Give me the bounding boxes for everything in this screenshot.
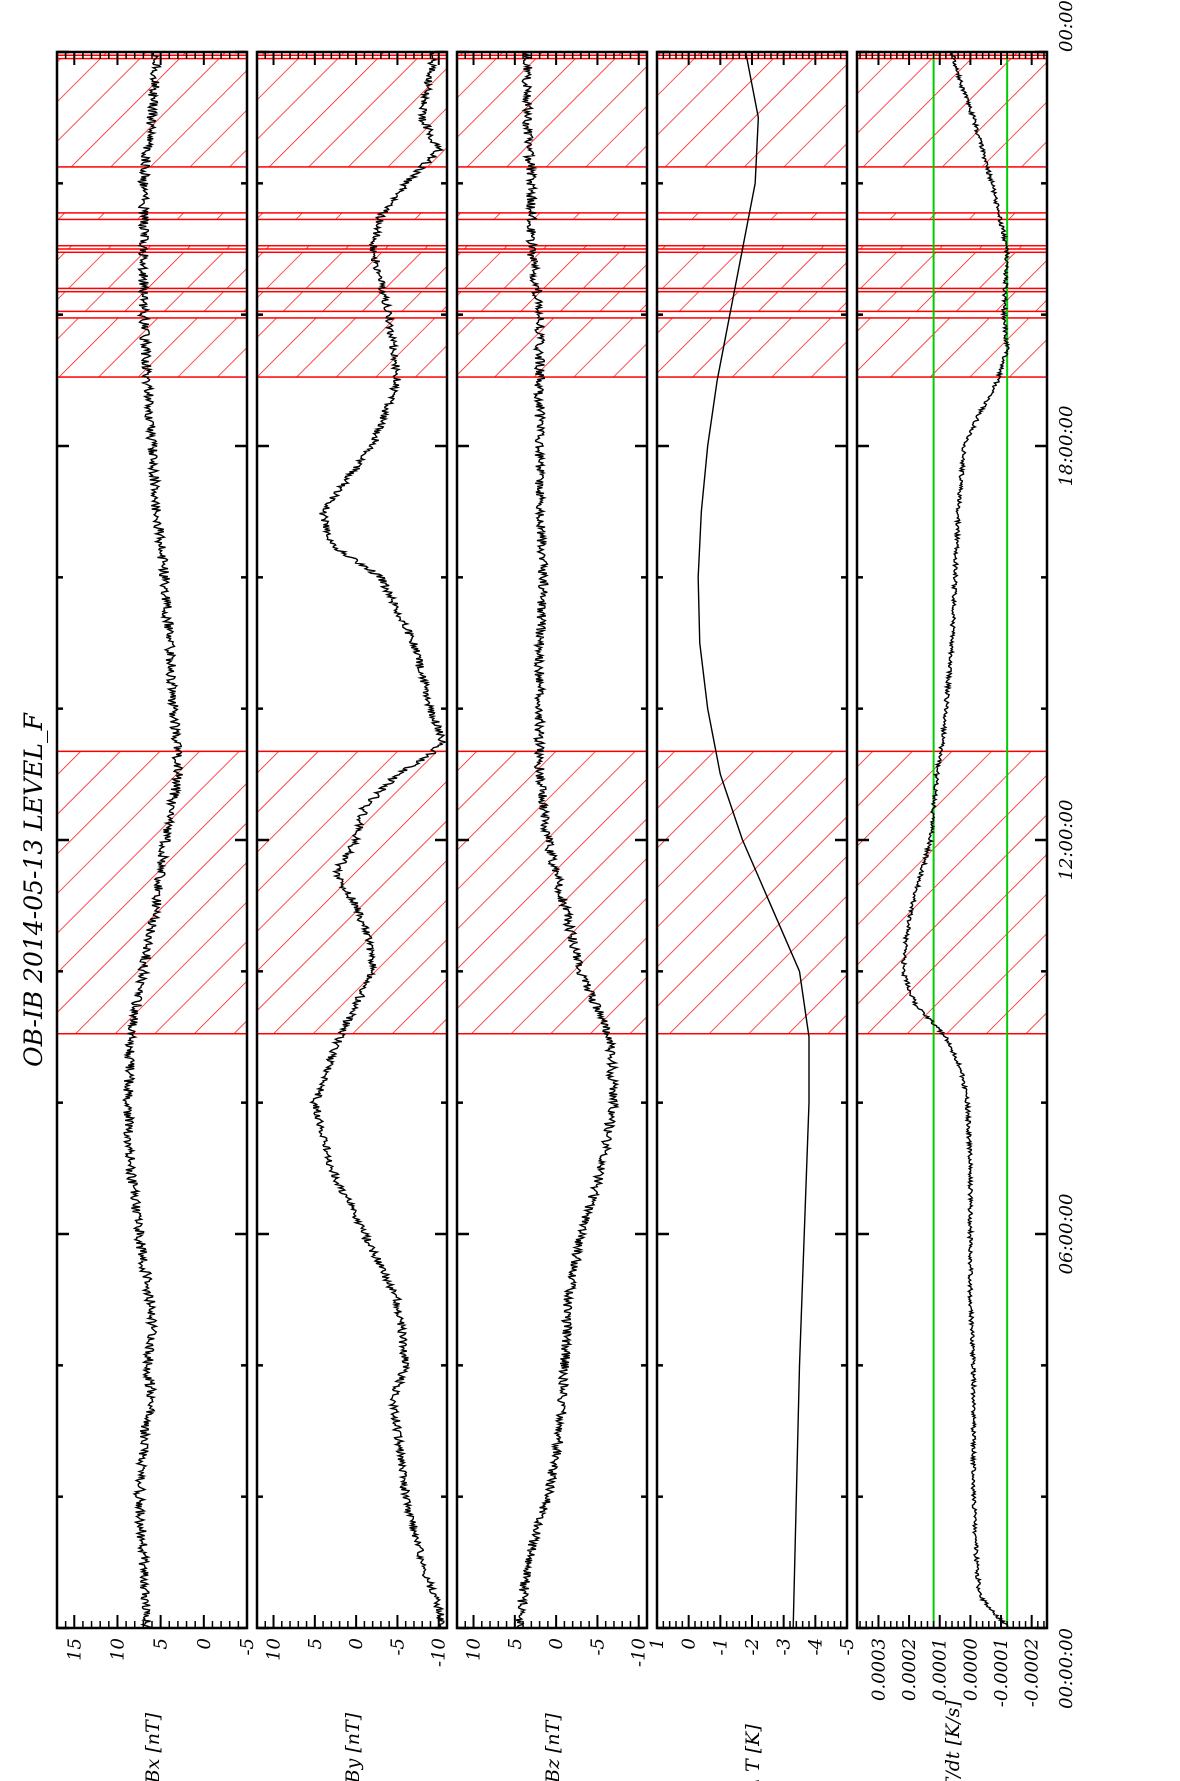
flagged-interval	[456, 290, 648, 313]
flagged-interval	[856, 251, 1048, 290]
series-line	[309, 51, 446, 1629]
flagged-interval	[256, 57, 448, 168]
panel-5: 0.0003 0.0002 0.0001 0.0000 -0.0001 -0.0002 d∆…	[855, 50, 1049, 1781]
value-tick-label: -5	[837, 1638, 858, 1656]
value-tick-label: 0.0002	[899, 1638, 920, 1701]
flagged-interval	[456, 750, 648, 1035]
value-tick-label: 0.0003	[868, 1638, 889, 1701]
flagged-interval	[256, 750, 448, 1035]
value-tick-label: 0	[346, 1638, 367, 1649]
flagged-interval	[456, 57, 648, 168]
flagged-interval	[456, 251, 648, 290]
axis-title: d∆T/dt [K/s]	[942, 1700, 964, 1781]
value-tick-label: 0	[546, 1638, 567, 1649]
x-axis-tick-labels: 00:00:00 06:00:00 12:00:00 18:00:00 00:00:00	[1056, 0, 1077, 1709]
flagged-interval	[56, 290, 248, 313]
value-tick-label: -10	[429, 1638, 450, 1667]
series-line	[515, 51, 620, 1629]
axis-title: Δ T [K]	[742, 1724, 764, 1781]
flagged-interval	[656, 251, 848, 290]
axis-title: Δ By [nT]	[342, 1712, 364, 1781]
flagged-interval	[56, 251, 248, 290]
value-tick-label: -0.0001	[991, 1638, 1012, 1707]
flagged-interval	[56, 750, 248, 1035]
value-tick-label: 1	[647, 1638, 668, 1649]
value-tick-label: 0.0000	[960, 1638, 981, 1701]
series-line	[697, 51, 810, 1629]
panel-4: 1 0 -1 -2 -3 -4 -5 Δ T [K]	[647, 50, 858, 1781]
value-tick-label: 5	[305, 1638, 326, 1649]
flagged-interval	[56, 317, 248, 378]
value-tick-label: 15	[64, 1638, 85, 1661]
time-tick-label: 12:00:00	[1056, 800, 1077, 881]
panel-3: 10 5 0 -5 -10 Δ Bz [nT]	[455, 50, 650, 1781]
flagged-interval	[56, 212, 248, 221]
value-tick-label: 10	[264, 1638, 285, 1661]
value-tick-label: -10	[629, 1638, 650, 1667]
value-tick-label: -5	[387, 1638, 408, 1656]
flagged-interval	[656, 750, 848, 1035]
value-tick-label: 5	[505, 1638, 526, 1649]
value-tick-label: 5	[151, 1638, 172, 1649]
axis-title: Δ Bz [nT]	[542, 1713, 564, 1781]
flagged-interval	[856, 750, 1048, 1035]
time-tick-label: 06:00:00	[1056, 1194, 1077, 1275]
value-tick-label: -5	[587, 1638, 608, 1656]
value-tick-label: -0.0002	[1022, 1638, 1043, 1707]
flagged-interval	[656, 57, 848, 168]
flagged-interval	[656, 317, 848, 378]
flagged-interval	[256, 251, 448, 290]
series-line	[900, 51, 1012, 1629]
value-tick-label: -4	[805, 1638, 826, 1656]
value-tick-label: -2	[742, 1638, 763, 1656]
flagged-interval	[856, 244, 1048, 250]
axis-title: Δ Bx [nT]	[142, 1712, 164, 1781]
panel-1: 15 10 5 0 -5 Δ Bx [nT]	[55, 50, 258, 1781]
value-tick-label: 0	[194, 1638, 215, 1649]
flagged-interval	[56, 57, 248, 168]
flagged-interval	[856, 212, 1048, 221]
flagged-interval	[856, 290, 1048, 313]
time-tick-label: 00:00:00	[1056, 1628, 1077, 1709]
value-tick-label: -5	[237, 1638, 258, 1656]
panels: 15 10 5 0 -5Δ Bx [nT]10 5 0 -5 -10Δ By [nT]10 5 0-…	[55, 50, 1049, 1781]
flagged-interval	[256, 212, 448, 221]
flagged-interval	[456, 212, 648, 221]
value-tick-label: 0	[679, 1638, 700, 1649]
flagged-interval	[256, 317, 448, 378]
value-tick-label: 10	[107, 1638, 128, 1661]
value-tick-label: 0.0001	[930, 1638, 951, 1701]
flagged-interval	[256, 244, 448, 250]
time-tick-label: 00:00:00	[1056, 0, 1077, 52]
flagged-interval	[656, 212, 848, 221]
flagged-interval	[456, 244, 648, 250]
flagged-interval	[456, 317, 648, 378]
plot-title: OB-IB 2014-05-13 LEVEL_F	[19, 712, 48, 1067]
series-line	[122, 52, 184, 1629]
flagged-interval	[856, 57, 1048, 168]
panel-2: 10 5 0 -5 -10 Δ By [nT]	[255, 50, 450, 1781]
time-tick-label: 18:00:00	[1056, 406, 1077, 487]
flagged-interval	[856, 317, 1048, 378]
value-tick-label: 10	[464, 1638, 485, 1661]
flagged-interval	[56, 244, 248, 250]
flagged-interval	[256, 290, 448, 313]
flagged-interval	[656, 244, 848, 250]
flagged-interval	[656, 290, 848, 313]
value-tick-label: -1	[710, 1638, 731, 1656]
value-tick-label: -3	[774, 1638, 795, 1656]
